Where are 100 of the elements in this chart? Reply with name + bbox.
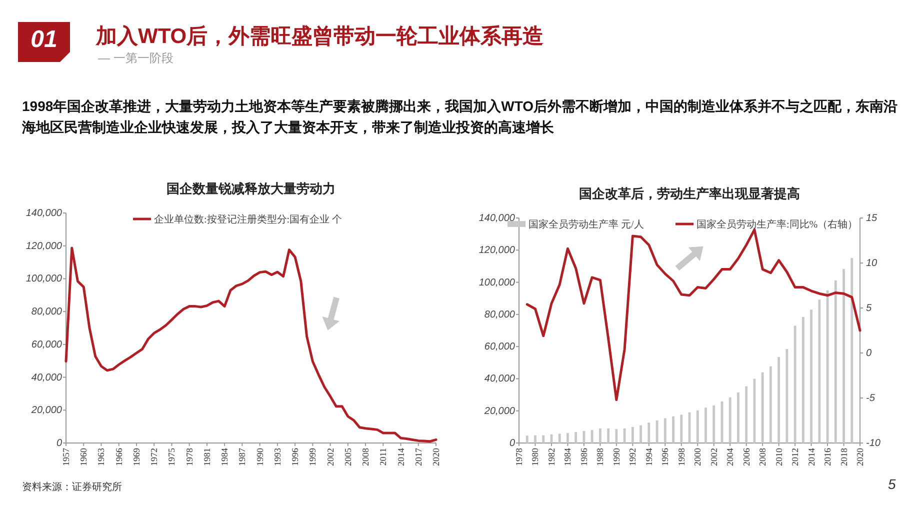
chart-title: 国企改革后，劳动生产率出现显著提高 — [579, 186, 800, 201]
x-tick-label: 1988 — [595, 448, 606, 466]
x-tick-label: 2008 — [758, 448, 768, 466]
x-tick-label: 2000 — [692, 448, 703, 466]
bar — [712, 405, 716, 443]
bar — [834, 280, 837, 443]
x-tick-label: 2020 — [855, 448, 865, 466]
x-tick-label: 1963 — [96, 448, 106, 466]
x-tick-label: 1960 — [78, 448, 89, 466]
y-tick-label: 100,000 — [26, 274, 62, 285]
x-tick-label: 2010 — [774, 448, 784, 466]
x-tick-label: 1992 — [628, 448, 638, 466]
x-tick-label: 1957 — [61, 448, 71, 466]
bar — [615, 429, 618, 443]
y-tick-label: 140,000 — [478, 213, 516, 224]
y-tick-label: 120,000 — [478, 245, 516, 256]
x-tick-label: 2012 — [790, 448, 800, 466]
x-tick-label: 1984 — [220, 448, 230, 466]
x-tick-label: 1981 — [202, 448, 212, 466]
x-tick-label: 1999 — [308, 448, 318, 466]
x-tick-label: 2006 — [741, 448, 752, 466]
legend: 企业单位数:按登记注册类型分:国有企业 个 — [133, 214, 342, 226]
x-tick-label: 2014 — [806, 448, 816, 466]
bar — [778, 357, 780, 443]
bar — [664, 418, 666, 443]
y-tick-label: 60,000 — [484, 342, 516, 353]
bar — [753, 378, 756, 443]
bar — [526, 436, 528, 443]
x-tick-label: 2004 — [725, 448, 736, 466]
y-tick-label: 60,000 — [31, 339, 62, 350]
x-tick-label: 1996 — [660, 448, 670, 466]
x-tick-label: 1993 — [272, 448, 282, 466]
x-tick-label: 2020 — [431, 448, 441, 466]
bar — [590, 430, 594, 443]
text: 01 — [30, 26, 58, 54]
bar — [566, 433, 569, 443]
x-tick-label: 1996 — [290, 448, 300, 466]
y-tick-label: 20,000 — [483, 406, 516, 417]
x-tick-label: 1969 — [131, 448, 142, 466]
y2-tick-label: 0 — [866, 348, 872, 359]
y-tick-label: 140,000 — [26, 208, 62, 219]
bar — [728, 397, 732, 443]
x-tick-label: 1982 — [546, 448, 556, 466]
x-tick-label: 1978 — [184, 448, 194, 466]
bar — [802, 317, 804, 443]
bar — [648, 422, 650, 443]
bar — [542, 435, 545, 443]
x-tick-label: 2002 — [708, 448, 719, 466]
x-tick-label: 1975 — [166, 448, 177, 466]
bar — [558, 434, 561, 443]
y-tick-label: 0 — [509, 438, 516, 449]
bar — [704, 408, 707, 443]
y2-tick-label: 15 — [866, 213, 878, 224]
bar — [672, 416, 674, 443]
x-tick-label: 1998 — [676, 448, 686, 466]
y-tick-label: 40,000 — [31, 372, 62, 384]
x-tick-label: 2018 — [838, 448, 849, 466]
y-tick-label: 20,000 — [30, 405, 62, 416]
bar — [631, 426, 634, 443]
chart-title: 国企数量锐减释放大量劳动力 — [166, 181, 336, 196]
text: 资料来源：证券研究所 — [22, 480, 122, 494]
y-tick-label: 120,000 — [26, 240, 62, 252]
x-tick-label: 1980 — [530, 448, 540, 466]
x-tick-label: 2008 — [360, 448, 371, 466]
bar — [810, 310, 813, 443]
bar — [607, 428, 610, 443]
bar — [696, 410, 699, 443]
y2-tick-label: -5 — [866, 393, 876, 404]
x-tick-label: 1984 — [562, 448, 573, 466]
bar — [640, 425, 642, 443]
y-tick-label: 40,000 — [484, 374, 516, 385]
x-tick-label: 1972 — [149, 448, 160, 466]
bar — [623, 428, 626, 443]
x-tick-label: 2017 — [413, 448, 424, 466]
y2-tick-label: -10 — [866, 438, 881, 449]
y-tick-label: 80,000 — [31, 306, 62, 318]
bar — [761, 372, 764, 443]
bar — [745, 386, 748, 443]
x-tick-label: 1994 — [644, 448, 654, 466]
bar — [850, 258, 854, 443]
x-tick-label: 2005 — [342, 448, 353, 466]
bar — [794, 326, 796, 443]
x-tick-label: 2002 — [325, 448, 336, 466]
bar — [786, 348, 788, 443]
bar — [769, 366, 772, 443]
bar — [736, 392, 740, 443]
bar — [598, 428, 602, 443]
x-tick-label: 1966 — [114, 448, 124, 466]
x-tick-label: 1986 — [578, 448, 589, 466]
y-tick-label: 0 — [56, 438, 62, 449]
bar — [534, 435, 536, 443]
legend-label: 国家全员劳动生产率 元/人 — [528, 218, 644, 230]
y2-tick-label: 10 — [866, 258, 878, 269]
x-tick-label: 1990 — [611, 448, 622, 466]
x-tick-label: 1987 — [237, 448, 248, 466]
bar — [680, 414, 683, 443]
text: 1998年国企改革推进，大量劳动力土地资本等生产要素被腾挪出来，我国加入WTO后外需不断增加，中国的制造业体系并不与之匹配，东南沿海地区民营制造业企业快速发展，投入了大量资本开支，带来了制造业投资的高速增长 — [22, 97, 899, 137]
bar — [842, 268, 845, 443]
bar — [582, 430, 586, 443]
y2-tick-label: 5 — [866, 303, 872, 314]
